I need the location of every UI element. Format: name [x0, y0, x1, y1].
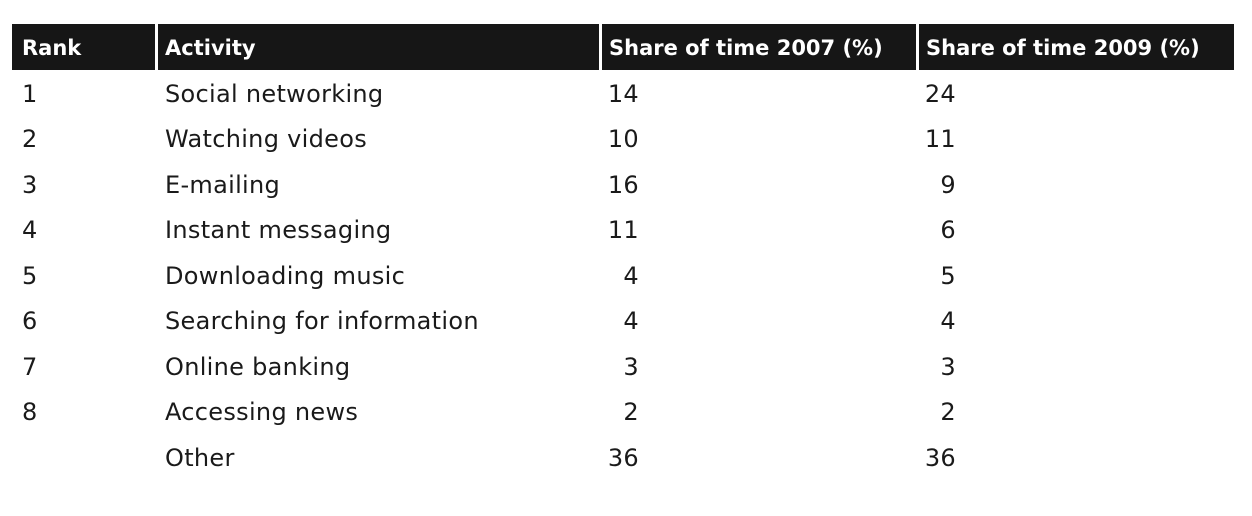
cell-share-2009-wrap: 11	[916, 125, 1234, 153]
cell-share-2009: 11	[924, 125, 956, 154]
table-row: 3 E-mailing 16 9	[12, 162, 1234, 208]
cell-share-2007: 14	[607, 79, 639, 108]
header-share-2009: Share of time 2009 (%)	[916, 24, 1234, 70]
cell-share-2007-wrap: 4	[599, 262, 916, 290]
table-row: 7 Online banking 3 3	[12, 344, 1234, 390]
cell-share-2009: 36	[924, 443, 956, 472]
cell-share-2009: 3	[940, 352, 956, 381]
cell-share-2009-wrap: 6	[916, 216, 1234, 244]
cell-share-2007-wrap: 14	[599, 80, 916, 108]
cell-share-2009-wrap: 24	[916, 80, 1234, 108]
cell-rank: 6	[22, 307, 38, 336]
cell-share-2009-wrap: 3	[916, 353, 1234, 381]
cell-share-2009: 2	[940, 398, 956, 427]
cell-activity: Other	[165, 443, 235, 472]
cell-share-2007: 10	[607, 125, 639, 154]
cell-rank: 4	[22, 216, 38, 245]
cell-activity: E-mailing	[165, 170, 281, 199]
cell-share-2007-wrap: 36	[599, 444, 916, 472]
table-row: 5 Downloading music 4 5	[12, 253, 1234, 299]
cell-share-2009-wrap: 5	[916, 262, 1234, 290]
table-row: 6 Searching for information 4 4	[12, 299, 1234, 345]
cell-activity: Online banking	[165, 352, 351, 381]
cell-share-2009-wrap: 4	[916, 307, 1234, 335]
cell-rank: 1	[22, 79, 38, 108]
table-row: 2 Watching videos 10 11	[12, 117, 1234, 163]
header-share-2007: Share of time 2007 (%)	[599, 24, 916, 70]
cell-activity: Instant messaging	[165, 216, 392, 245]
cell-share-2009-wrap: 2	[916, 398, 1234, 426]
cell-share-2007-wrap: 11	[599, 216, 916, 244]
cell-activity: Searching for information	[165, 307, 479, 336]
cell-share-2009-wrap: 9	[916, 171, 1234, 199]
cell-share-2007: 2	[623, 398, 639, 427]
cell-rank: 2	[22, 125, 38, 154]
cell-share-2007: 16	[607, 170, 639, 199]
table-row: 1 Social networking 14 24	[12, 71, 1234, 117]
cell-share-2007-wrap: 3	[599, 353, 916, 381]
table-body: 1 Social networking 14 24 2 Watching videos 10…	[12, 70, 1234, 481]
cell-activity: Accessing news	[165, 398, 359, 427]
cell-share-2009: 6	[940, 216, 956, 245]
cell-rank: 3	[22, 170, 38, 199]
cell-share-2007: 4	[623, 307, 639, 336]
cell-share-2009: 5	[940, 261, 956, 290]
cell-activity: Watching videos	[165, 125, 368, 154]
table-row: 8 Accessing news 2 2	[12, 390, 1234, 436]
cell-share-2009: 24	[924, 79, 956, 108]
cell-activity: Social networking	[165, 79, 384, 108]
cell-share-2007: 4	[623, 261, 639, 290]
cell-rank: 8	[22, 398, 38, 427]
cell-share-2007-wrap: 10	[599, 125, 916, 153]
cell-share-2007: 36	[607, 443, 639, 472]
cell-share-2007-wrap: 2	[599, 398, 916, 426]
cell-activity: Downloading music	[165, 261, 406, 290]
cell-share-2007: 11	[607, 216, 639, 245]
cell-share-2009: 9	[940, 170, 956, 199]
table-header: Rank Activity Share of time 2007 (%) Sha…	[12, 24, 1234, 70]
cell-share-2009-wrap: 36	[916, 444, 1234, 472]
header-rank: Rank	[22, 36, 82, 60]
table-row: 4 Instant messaging 11 6	[12, 208, 1234, 254]
cell-rank: 7	[22, 352, 38, 381]
cell-rank: 5	[22, 261, 38, 290]
cell-share-2007: 3	[623, 352, 639, 381]
cell-share-2007-wrap: 16	[599, 171, 916, 199]
data-table: Rank Activity Share of time 2007 (%) Sha…	[12, 24, 1234, 481]
table-row: Other 36 36	[12, 435, 1234, 481]
cell-share-2007-wrap: 4	[599, 307, 916, 335]
header-activity: Activity	[155, 24, 599, 70]
cell-share-2009: 4	[940, 307, 956, 336]
